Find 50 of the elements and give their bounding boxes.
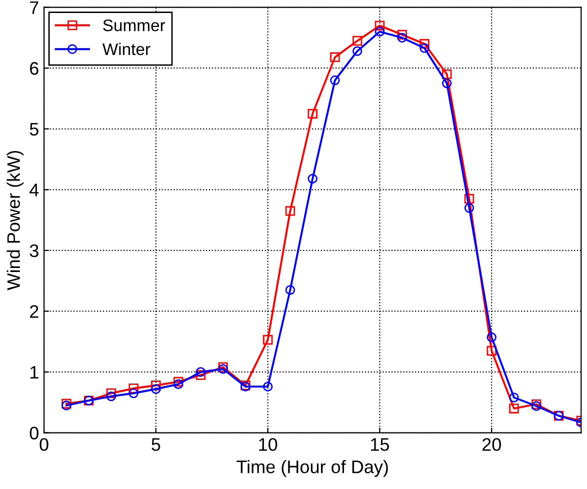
point xyxy=(106,388,116,398)
y-tick-label: 7 xyxy=(30,1,38,14)
point xyxy=(262,382,273,392)
point xyxy=(420,38,430,49)
x-tick-label: 10 xyxy=(259,438,278,451)
point xyxy=(308,174,318,184)
y-tick-label: 6 xyxy=(30,62,38,75)
y-tick-label: 4 xyxy=(30,184,39,196)
y-tick-label: 2 xyxy=(30,305,38,318)
point xyxy=(173,379,184,390)
point xyxy=(509,404,519,414)
legend-label: Summer xyxy=(103,19,166,32)
point xyxy=(262,334,273,345)
point xyxy=(442,78,452,88)
point xyxy=(374,26,385,37)
y-tick-label: 0 xyxy=(30,426,38,440)
point xyxy=(128,384,138,394)
point xyxy=(464,203,474,213)
point xyxy=(420,43,430,53)
legend-label: Winter xyxy=(102,42,150,56)
y-axis-title: Wind Power (kW) xyxy=(6,150,24,290)
point xyxy=(486,346,496,356)
y-tick-label: 1 xyxy=(30,366,38,379)
y-tick-label: 5 xyxy=(30,123,38,136)
point xyxy=(196,367,206,377)
point xyxy=(442,69,452,80)
x-tick-label: 20 xyxy=(482,438,501,451)
x-tick-label: 5 xyxy=(152,438,160,451)
point xyxy=(330,75,340,86)
point xyxy=(330,52,340,62)
point xyxy=(308,108,318,119)
point xyxy=(128,388,138,398)
point xyxy=(173,376,184,387)
point xyxy=(352,36,362,46)
point xyxy=(151,384,161,394)
point xyxy=(486,332,496,342)
x-tick-label: 0 xyxy=(40,438,48,451)
point xyxy=(352,46,362,56)
point xyxy=(196,370,206,380)
point xyxy=(374,20,385,30)
y-tick-label: 3 xyxy=(30,244,38,258)
x-axis-title: Time (Hour of Day) xyxy=(236,460,388,477)
point xyxy=(397,30,407,40)
point xyxy=(397,32,407,43)
point xyxy=(106,391,116,402)
point xyxy=(285,206,296,216)
point xyxy=(509,392,519,402)
x-tick-label: 15 xyxy=(371,438,389,451)
point xyxy=(464,194,474,204)
point xyxy=(285,285,296,295)
